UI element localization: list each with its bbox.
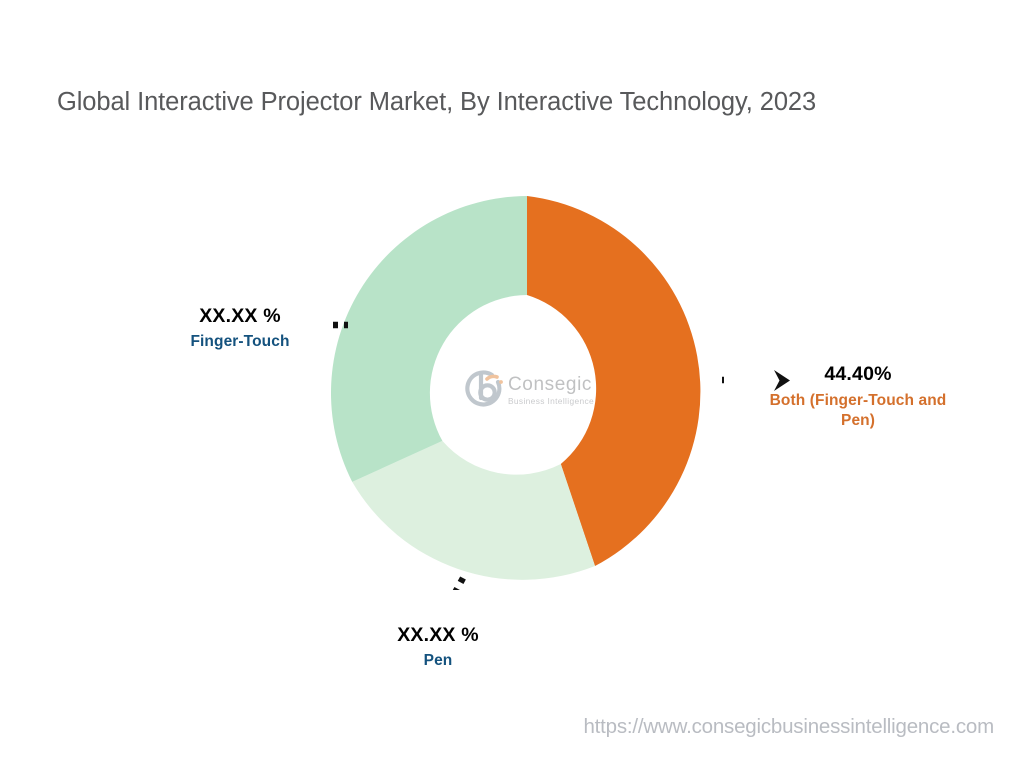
- chart-title: Global Interactive Projector Market, By …: [57, 88, 817, 116]
- leader-arrowhead-icon: [774, 370, 790, 391]
- callout-pen: XX.XX % Pen: [350, 624, 526, 671]
- callout-pen-percent: XX.XX %: [397, 624, 479, 646]
- callout-pen-category: Pen: [423, 651, 453, 669]
- leader-line-pen: [452, 576, 466, 590]
- callout-both-category: Both (Finger-Touch and Pen): [769, 391, 947, 430]
- callout-both-finger-touch-and-pen: 44.40% Both (Finger-Touch and Pen): [762, 363, 954, 432]
- callout-both-percent: 44.40%: [824, 363, 892, 385]
- callout-finger-touch-category: Finger-Touch: [190, 332, 290, 350]
- source-url: https://www.consegicbusinessintelligence…: [583, 715, 994, 738]
- callout-finger-touch-percent: XX.XX %: [199, 305, 281, 327]
- pie-slice-both-finger-touch-and-pen: [527, 196, 701, 566]
- pie-slice-pen: [352, 440, 595, 580]
- pie-slice-finger-touch: [330, 196, 527, 482]
- donut-chart: [330, 196, 724, 590]
- callout-finger-touch: XX.XX % Finger-Touch: [150, 305, 330, 352]
